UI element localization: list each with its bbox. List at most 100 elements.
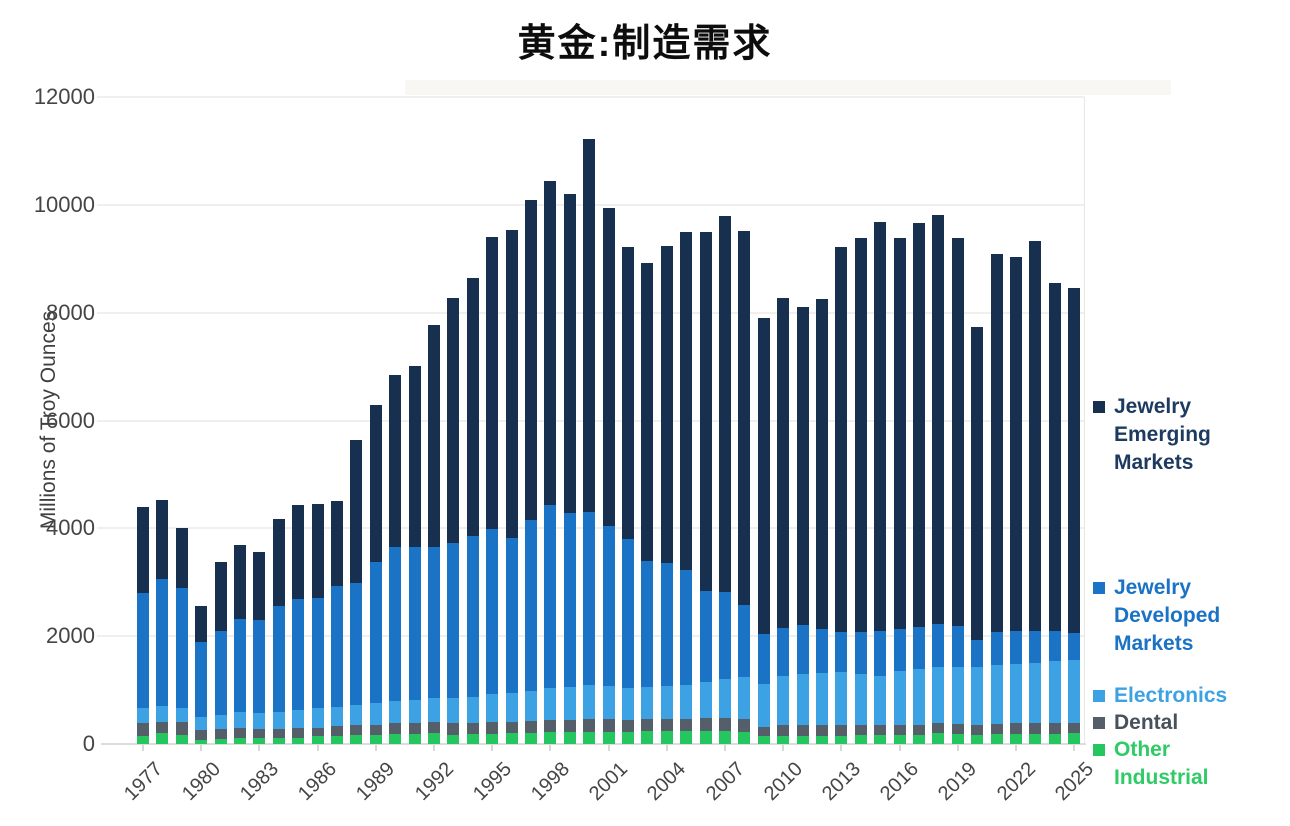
bar-segment-2006-jewelry-developed-markets [699,591,712,683]
bar-segment-1995-electronics [486,694,499,723]
bar-segment-1991-other-industrial [408,734,421,744]
bar-segment-1978-dental [156,721,169,734]
bar-segment-2018-dental [932,723,945,734]
bar-segment-1986-electronics [311,708,324,728]
bar-segment-2024-other-industrial [1048,733,1061,744]
bar-segment-2013-electronics [835,671,848,726]
bar-1981 [214,562,227,744]
bar-segment-1987-jewelry-emerging-markets [331,500,343,586]
legend-swatch-other-industrial [1093,744,1105,756]
bar-segment-1982-electronics [234,712,246,729]
bar-segment-1987-jewelry-developed-markets [331,585,343,707]
legend-swatch-jewelry-developed [1093,582,1105,594]
bar-segment-1992-jewelry-developed-markets [428,546,440,699]
bar-segment-1984-jewelry-emerging-markets [272,518,285,606]
x-tick-label-1992: 1992 [410,758,458,806]
bar-segment-1999-electronics [563,686,576,721]
x-tick-label-2022: 2022 [992,758,1040,806]
bar-1986 [311,504,324,744]
x-tick-1980 [200,745,203,751]
bar-segment-2011-jewelry-emerging-markets [796,307,809,625]
bar-segment-2017-other-industrial [913,734,925,744]
bar-segment-2017-jewelry-emerging-markets [913,222,925,628]
bar-segment-2009-electronics [757,683,770,728]
bar-2000 [583,138,596,744]
bar-segment-1997-jewelry-developed-markets [525,519,537,691]
bar-segment-2015-electronics [874,675,887,725]
y-tick-label-12000: 12000 [33,84,95,109]
bar-segment-2011-electronics [796,673,809,726]
bar-segment-2006-other-industrial [699,730,712,744]
bar-segment-1985-jewelry-developed-markets [292,599,305,711]
bar-segment-1982-jewelry-developed-markets [234,618,246,713]
bar-segment-2015-other-industrial [874,735,887,744]
bar-segment-1984-other-industrial [272,737,285,744]
bar-segment-1998-jewelry-emerging-markets [544,181,557,505]
bar-segment-1998-electronics [544,687,557,721]
bar-2003 [641,262,654,744]
bar-2010 [777,297,790,744]
bar-segment-2007-jewelry-developed-markets [719,591,731,680]
bar-segment-1990-electronics [389,700,402,724]
bar-segment-1992-electronics [428,698,440,723]
bar-segment-2010-dental [777,725,790,736]
bar-segment-1999-dental [563,720,576,733]
bar-segment-2022-dental [1010,723,1022,734]
bar-segment-1985-electronics [292,710,305,729]
bar-segment-1990-other-industrial [389,734,402,744]
bar-2015 [874,221,887,744]
bar-segment-2005-electronics [680,684,693,719]
bar-segment-2018-electronics [932,667,945,724]
bar-segment-2019-electronics [951,666,964,724]
bar-1983 [253,551,266,744]
bar-segment-2001-dental [602,719,615,732]
bar-1990 [389,374,402,744]
bar-segment-2002-jewelry-emerging-markets [622,246,634,539]
bar-segment-1997-other-industrial [525,733,537,744]
bar-segment-2005-jewelry-developed-markets [680,570,693,685]
chart-title: 黄金:制造需求 [517,23,773,65]
x-tick-2007 [724,745,726,751]
bar-segment-2001-jewelry-developed-markets [602,525,615,686]
bar-segment-2002-jewelry-developed-markets [622,538,634,688]
bar-segment-2022-other-industrial [1010,733,1022,744]
bar-segment-1979-dental [175,722,188,735]
bar-1979 [175,527,188,744]
bar-segment-2002-dental [622,719,634,732]
x-tick-label-2019: 2019 [934,758,982,806]
x-tick-2004 [665,745,668,751]
bar-segment-1983-other-industrial [253,738,266,744]
bar-segment-1980-electronics [195,716,208,730]
bar-2009 [757,318,770,744]
bar-segment-1992-jewelry-emerging-markets [428,324,440,547]
bar-1996 [505,229,518,744]
bar-segment-1992-other-industrial [428,733,440,744]
bar-segment-1996-other-industrial [505,733,518,744]
bar-segment-1994-jewelry-emerging-markets [466,278,479,537]
bar-segment-2020-dental [971,724,984,735]
bar-segment-1991-jewelry-developed-markets [408,546,421,701]
bar-segment-2025-electronics [1068,659,1081,723]
x-tick-label-2016: 2016 [876,758,924,806]
bar-segment-2021-jewelry-developed-markets [990,632,1003,665]
bar-segment-2011-jewelry-developed-markets [796,624,809,674]
legend-label-other-industrial: Other Industrial [1114,738,1209,789]
bar-segment-1986-other-industrial [311,736,324,744]
x-tick-label-2001: 2001 [585,758,633,806]
bar-segment-2017-electronics [913,669,925,725]
bar-1977 [137,506,149,744]
bar-segment-1978-electronics [156,705,169,722]
bar-segment-2003-jewelry-developed-markets [641,561,654,687]
bar-1978 [156,500,169,744]
bar-segment-2014-electronics [854,673,867,726]
legend-label-electronics: Electronics [1114,684,1228,707]
x-tick-label-1995: 1995 [468,758,516,806]
bar-segment-1998-jewelry-developed-markets [544,504,557,688]
bar-segment-2019-dental [951,723,964,734]
bar-segment-1989-electronics [369,703,382,725]
x-tick-2025 [1073,745,1076,751]
bar-segment-2024-jewelry-emerging-markets [1048,282,1061,632]
bar-segment-1991-dental [408,723,421,735]
bar-segment-1988-jewelry-developed-markets [350,583,363,705]
